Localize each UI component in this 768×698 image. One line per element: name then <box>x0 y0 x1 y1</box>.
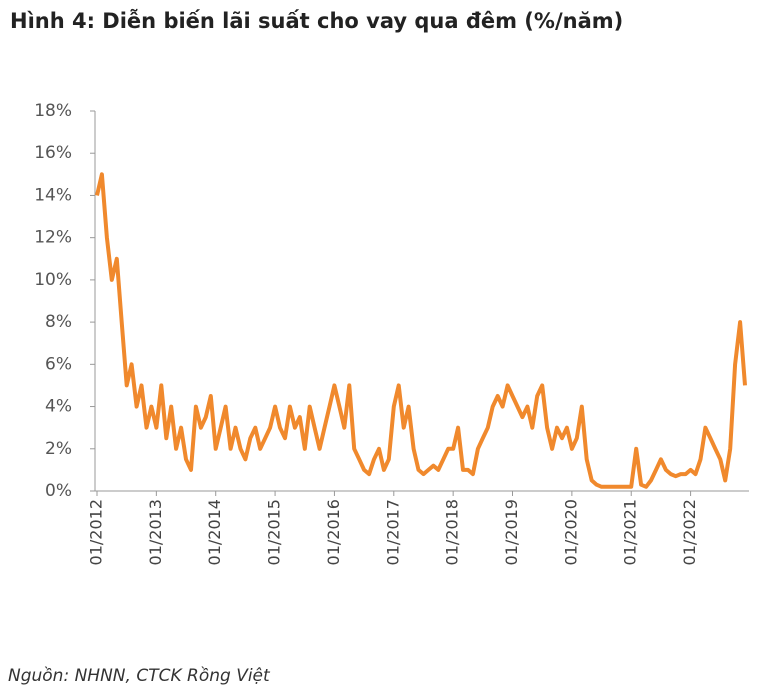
x-tick-label: 01/2015 <box>265 499 284 565</box>
x-tick-label: 01/2014 <box>205 499 224 565</box>
y-tick-label: 4% <box>45 397 72 417</box>
y-tick-label: 12% <box>34 228 72 248</box>
x-tick-label: 01/2022 <box>680 499 699 565</box>
x-tick-label: 01/2017 <box>383 499 402 565</box>
y-tick-label: 8% <box>45 312 72 332</box>
y-tick-label: 14% <box>34 185 72 205</box>
y-tick-label: 0% <box>45 481 72 501</box>
x-tick-label: 01/2020 <box>561 499 580 565</box>
x-tick-label: 01/2016 <box>324 499 343 565</box>
x-tick-label: 01/2012 <box>87 499 106 565</box>
y-tick-label: 18% <box>34 101 72 121</box>
y-tick-label: 10% <box>34 270 72 290</box>
x-tick-label: 01/2013 <box>146 499 165 565</box>
x-tick-label: 01/2018 <box>443 499 462 565</box>
chart-title: Hình 4: Diễn biến lãi suất cho vay qua đ… <box>10 9 623 33</box>
x-tick-label: 01/2021 <box>621 499 640 565</box>
y-tick-label: 16% <box>34 143 72 163</box>
y-tick-label: 2% <box>45 439 72 459</box>
x-tick-label: 01/2019 <box>502 499 521 565</box>
line-series <box>95 172 747 489</box>
source-note: Nguồn: NHNN, CTCK Rồng Việt <box>8 665 271 686</box>
y-tick-label: 6% <box>45 354 72 374</box>
